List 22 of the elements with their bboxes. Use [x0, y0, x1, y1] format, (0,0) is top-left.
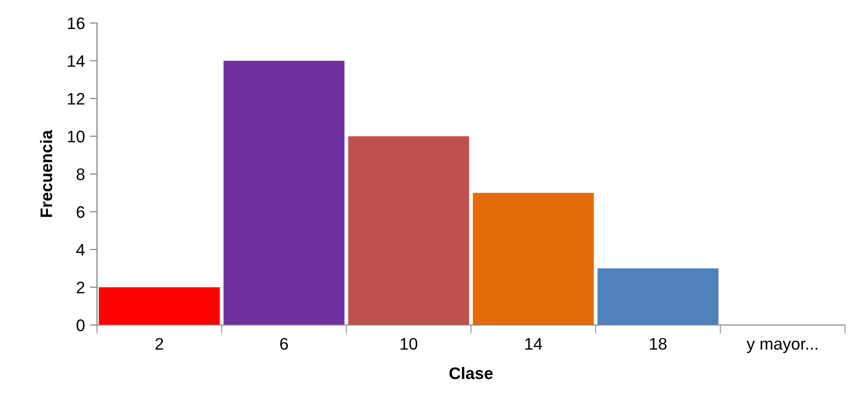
- bar: [98, 287, 220, 325]
- x-tick-label: 2: [156, 338, 164, 350]
- x-tick-label: 10: [400, 338, 418, 350]
- y-tick-label: 8: [76, 168, 84, 180]
- x-axis-title: Clase: [449, 366, 493, 380]
- y-tick-label: 6: [76, 206, 84, 218]
- y-tick-label: 0: [76, 319, 85, 332]
- y-tick-label: 12: [68, 92, 84, 105]
- x-tick-label: 18: [650, 338, 667, 350]
- x-tick-label: 6: [280, 338, 288, 350]
- bar: [348, 136, 470, 325]
- bar: [598, 268, 718, 325]
- y-tick-label: 16: [68, 17, 84, 30]
- bar: [472, 192, 594, 325]
- y-axis-title: Frecuencia: [40, 130, 52, 217]
- y-tick-label: 14: [68, 55, 85, 67]
- x-tick-label: y mayor...: [746, 340, 818, 354]
- bar: [224, 60, 344, 325]
- y-tick-label: 4: [76, 244, 85, 256]
- x-tick-label: 14: [525, 338, 542, 350]
- y-tick-label: 10: [68, 130, 85, 142]
- y-tick-label: 2: [76, 282, 84, 294]
